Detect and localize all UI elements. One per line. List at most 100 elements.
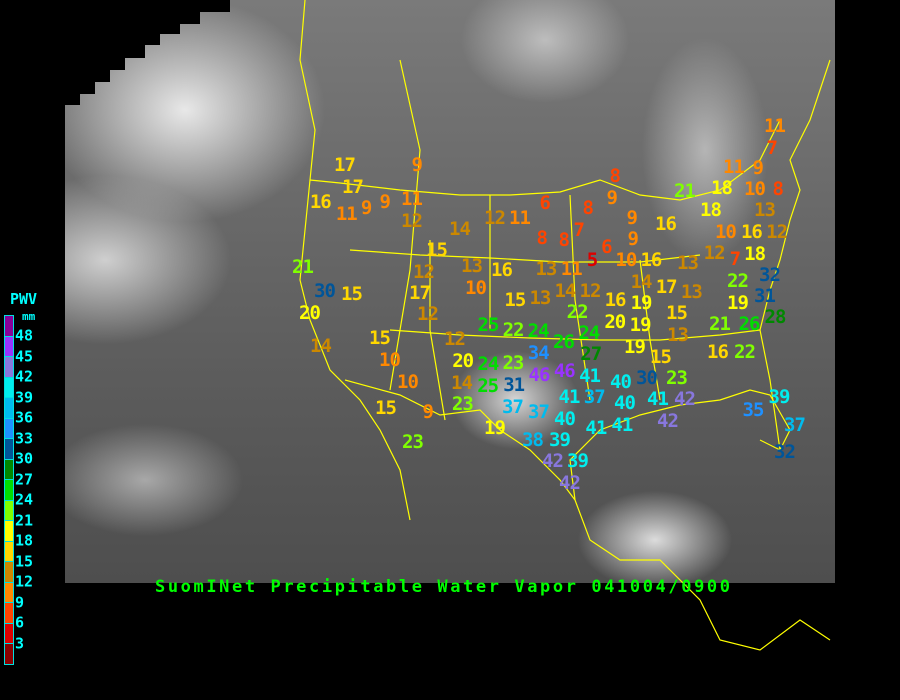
station-pwv-value: 9 (422, 400, 434, 423)
color-legend-bar (4, 315, 14, 665)
station-pwv-value: 25 (477, 313, 500, 336)
station-pwv-value: 9 (627, 228, 639, 251)
station-pwv-value: 16 (707, 340, 729, 363)
station-pwv-value: 20 (452, 349, 474, 372)
station-pwv-value: 11 (764, 115, 786, 137)
station-pwv-value: 32 (759, 264, 781, 286)
station-pwv-value: 31 (503, 374, 525, 397)
legend-label: 9 (15, 593, 25, 611)
station-pwv-value: 12 (401, 209, 423, 232)
legend-color-box (4, 644, 14, 665)
station-pwv-value: 15 (369, 326, 391, 349)
station-pwv-value: 17 (655, 275, 678, 298)
legend-title: PWV (10, 290, 38, 308)
station-pwv-value: 37 (502, 396, 524, 419)
state-line (429, 240, 446, 421)
legend-color-box (4, 541, 14, 562)
station-pwv-value: 12 (703, 241, 726, 264)
station-pwv-value: 23 (402, 430, 424, 453)
station-pwv-value: 15 (650, 345, 672, 368)
station-pwv-value: 17 (334, 154, 356, 177)
station-pwv-value: 41 (647, 388, 669, 411)
station-pwv-value: 24 (578, 322, 600, 345)
station-pwv-value: 17 (342, 176, 364, 199)
legend-label: 36 (15, 408, 34, 427)
station-pwv-value: 13 (461, 254, 483, 277)
legend-label: 42 (15, 367, 34, 386)
station-pwv-value: 8 (558, 228, 570, 251)
station-pwv-value: 12 (444, 328, 466, 351)
station-pwv-value: 10 (615, 249, 637, 272)
station-pwv-value: 14 (310, 334, 332, 357)
station-pwv-value: 24 (477, 352, 499, 375)
station-pwv-value: 12 (484, 206, 506, 229)
station-pwv-value: 11 (560, 257, 583, 280)
border-us-mexico (344, 379, 576, 501)
station-pwv-value: 19 (484, 417, 506, 440)
station-pwv-value: 39 (768, 385, 791, 408)
station-pwv-value: 10 (397, 370, 419, 393)
station-pwv-value: 40 (554, 407, 576, 430)
station-pwv-value: 17 (409, 281, 431, 304)
legend-label: 24 (15, 490, 34, 509)
station-pwv-value: 41 (579, 365, 601, 388)
image-mask (65, 0, 230, 105)
station-pwv-value: 6 (539, 191, 551, 214)
station-pwv-value: 46 (553, 359, 576, 382)
station-pwv-value: 27 (580, 343, 602, 366)
legend-color-box (4, 623, 14, 644)
mexico-coast (574, 499, 831, 651)
station-pwv-value: 15 (426, 238, 448, 261)
station-pwv-value: 30 (314, 280, 336, 302)
station-pwv-value: 21 (674, 180, 696, 202)
station-pwv-value: 26 (738, 312, 761, 335)
map-title: SuomINet Precipitable Water Vapor 041004… (155, 577, 733, 597)
station-pwv-value: 26 (553, 330, 575, 353)
station-pwv-value: 16 (740, 221, 763, 244)
station-pwv-value: 21 (292, 255, 314, 278)
station-pwv-value: 13 (529, 286, 551, 309)
station-pwv-value: 14 (630, 270, 653, 293)
station-pwv-value: 23 (666, 367, 688, 390)
station-pwv-value: 9 (606, 187, 618, 209)
station-pwv-value: 9 (626, 207, 638, 230)
legend-color-box (4, 480, 14, 501)
coastline-west (299, 0, 411, 521)
station-pwv-value: 22 (566, 300, 589, 323)
station-pwv-value: 21 (709, 312, 731, 335)
station-pwv-value: 7 (766, 137, 778, 159)
station-pwv-value: 25 (477, 374, 499, 397)
station-pwv-value: 5 (586, 248, 598, 271)
station-pwv-value: 46 (528, 363, 551, 386)
station-pwv-value: 9 (360, 197, 372, 220)
legend-label: 6 (15, 613, 25, 632)
station-pwv-value: 24 (527, 319, 550, 342)
legend-color-box (4, 315, 14, 337)
station-pwv-value: 40 (610, 370, 632, 393)
coastline-gulf (569, 389, 791, 501)
station-pwv-value: 42 (542, 450, 564, 473)
satellite-image (65, 0, 835, 583)
station-pwv-value: 13 (754, 199, 776, 222)
station-pwv-value: 37 (784, 413, 806, 436)
station-pwv-value: 14 (554, 279, 576, 302)
station-pwv-value: 31 (754, 285, 776, 308)
station-pwv-value: 37 (583, 386, 606, 409)
station-pwv-value: 23 (451, 393, 474, 416)
station-pwv-value: 7 (729, 248, 741, 271)
legend-label: 18 (15, 531, 34, 550)
legend-color-box (4, 398, 14, 419)
station-pwv-value: 42 (559, 471, 581, 494)
station-pwv-value: 39 (567, 450, 589, 473)
state-line (349, 249, 701, 263)
station-pwv-value: 10 (465, 276, 487, 299)
legend-unit: mm (22, 310, 36, 323)
state-line (389, 59, 421, 391)
station-pwv-value: 41 (611, 414, 633, 437)
station-pwv-value: 13 (677, 251, 699, 274)
station-pwv-value: 15 (341, 282, 363, 305)
station-pwv-value: 19 (727, 291, 749, 314)
station-pwv-value: 40 (614, 392, 636, 415)
legend-label: 30 (15, 449, 34, 468)
legend-color-box (4, 377, 14, 398)
